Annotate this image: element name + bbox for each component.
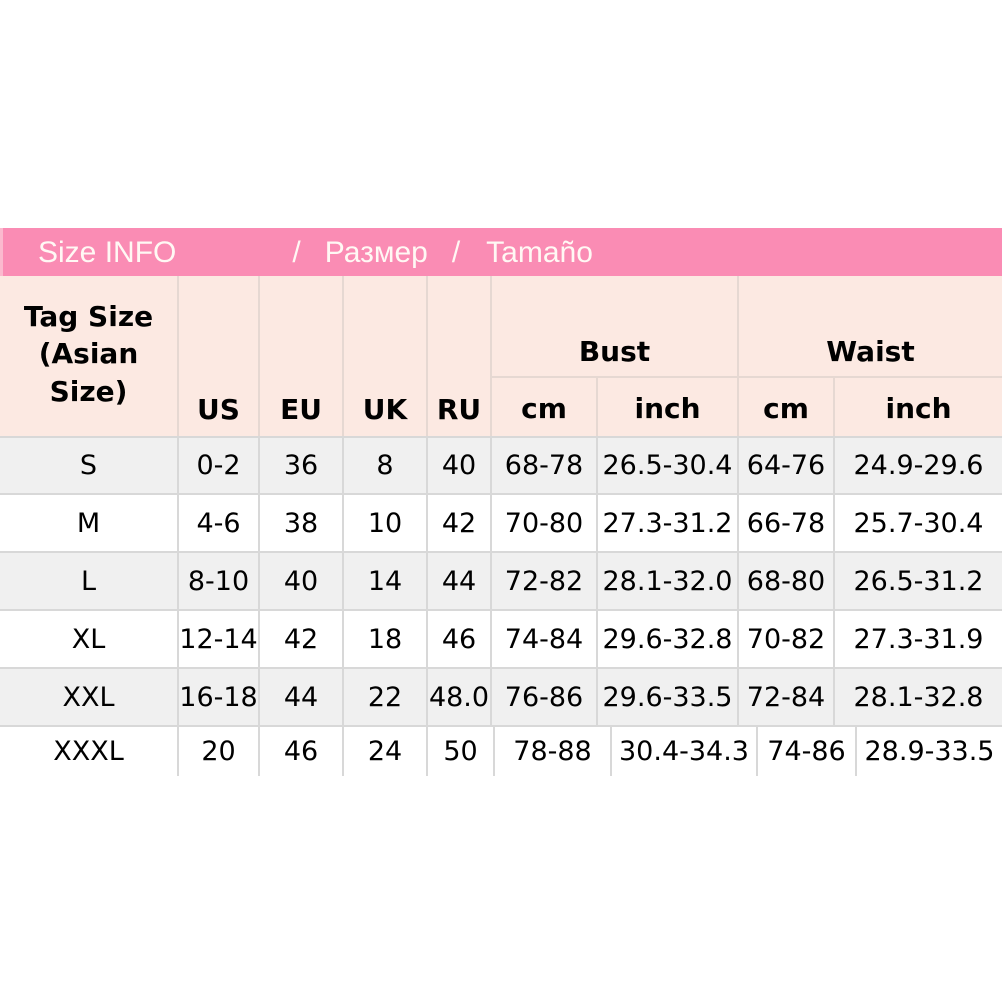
cell-bust-inch: 29.6-32.8: [596, 611, 737, 667]
cell-eu: 40: [258, 553, 342, 609]
size-info-banner: Size INFO / Размер / Tamaño: [0, 228, 1002, 276]
cell-waist-inch: 27.3-31.9: [833, 611, 1002, 667]
cell-uk: 8: [342, 438, 426, 493]
header-waist-group: Waist: [737, 276, 1002, 376]
table-row-l: L 8-10 40 14 44 72-82 28.1-32.0 68-80 26…: [0, 551, 1002, 609]
banner-title-en: Size INFO: [38, 236, 177, 269]
cell-waist-cm: 64-76: [737, 438, 833, 493]
cell-us: 20: [177, 727, 258, 776]
cell-bust-inch: 29.6-33.5: [596, 669, 737, 725]
table-row-s: S 0-2 36 8 40 68-78 26.5-30.4 64-76 24.9…: [0, 436, 1002, 493]
table-body: S 0-2 36 8 40 68-78 26.5-30.4 64-76 24.9…: [0, 436, 1002, 776]
cell-waist-inch: 28.9-33.5: [855, 727, 1002, 776]
cell-ru: 40: [426, 438, 490, 493]
cell-bust-cm: 68-78: [490, 438, 596, 493]
cell-bust-cm: 76-86: [490, 669, 596, 725]
cell-uk: 14: [342, 553, 426, 609]
header-bust-cm: cm: [490, 376, 596, 436]
cell-tag-size: M: [76, 507, 101, 539]
cell-us: 16-18: [177, 669, 258, 725]
cell-eu: 38: [258, 495, 342, 551]
cell-waist-cm: 68-80: [737, 553, 833, 609]
cell-waist-inch: 28.1-32.8: [833, 669, 1002, 725]
header-tag-size: Tag Size (Asian Size): [23, 299, 154, 408]
header-ru: RU: [426, 276, 490, 436]
cell-ru: 50: [426, 727, 493, 776]
cell-tag-size: L: [80, 565, 97, 597]
table-header: Tag Size (Asian Size) US EU UK RU Bust W…: [0, 276, 1002, 436]
cell-waist-inch: 26.5-31.2: [833, 553, 1002, 609]
cell-waist-inch: 24.9-29.6: [833, 438, 1002, 493]
banner-separator: /: [292, 236, 301, 269]
cell-eu: 36: [258, 438, 342, 493]
cell-uk: 22: [342, 669, 426, 725]
cell-bust-inch: 30.4-34.3: [610, 727, 756, 776]
cell-bust-inch: 28.1-32.0: [596, 553, 737, 609]
cell-tag-size: XXXL: [53, 736, 124, 767]
cell-waist-cm: 66-78: [737, 495, 833, 551]
cell-waist-cm: 72-84: [737, 669, 833, 725]
header-bust-inch: inch: [596, 376, 737, 436]
cell-bust-cm: 70-80: [490, 495, 596, 551]
cell-waist-inch: 25.7-30.4: [833, 495, 1002, 551]
header-uk: UK: [342, 276, 426, 436]
banner-title-ru: Размер: [324, 236, 428, 269]
header-bust-group: Bust: [490, 276, 737, 376]
cell-ru: 42: [426, 495, 490, 551]
banner-title-es: Tamaño: [486, 236, 593, 269]
cell-ru: 46: [426, 611, 490, 667]
cell-us: 0-2: [177, 438, 258, 493]
header-us: US: [177, 276, 258, 436]
header-waist-inch: inch: [833, 376, 1002, 436]
cell-eu: 46: [258, 727, 342, 776]
table-row-xxl: XXL 16-18 44 22 48.0 76-86 29.6-33.5 72-…: [0, 667, 1002, 725]
cell-tag-size: S: [79, 450, 98, 481]
header-waist-cm: cm: [737, 376, 833, 436]
cell-us: 4-6: [177, 495, 258, 551]
cell-waist-cm: 74-86: [756, 727, 855, 776]
table-row-xxxl: XXXL 20 46 24 50 78-88 30.4-34.3 74-86 2…: [0, 725, 1002, 776]
header-eu: EU: [258, 276, 342, 436]
cell-ru: 48.0: [426, 669, 490, 725]
table-row-xl: XL 12-14 42 18 46 74-84 29.6-32.8 70-82 …: [0, 609, 1002, 667]
cell-bust-inch: 26.5-30.4: [596, 438, 737, 493]
cell-bust-cm: 72-82: [490, 553, 596, 609]
cell-waist-cm: 70-82: [737, 611, 833, 667]
table-row-m: M 4-6 38 10 42 70-80 27.3-31.2 66-78 25.…: [0, 493, 1002, 551]
cell-tag-size: XXL: [62, 681, 115, 713]
cell-bust-cm: 74-84: [490, 611, 596, 667]
cell-bust-cm: 78-88: [493, 727, 610, 776]
cell-uk: 24: [342, 727, 426, 776]
cell-uk: 10: [342, 495, 426, 551]
cell-us: 8-10: [177, 553, 258, 609]
cell-tag-size: XL: [71, 623, 106, 655]
cell-eu: 44: [258, 669, 342, 725]
cell-eu: 42: [258, 611, 342, 667]
cell-us: 12-14: [177, 611, 258, 667]
cell-bust-inch: 27.3-31.2: [596, 495, 737, 551]
cell-uk: 18: [342, 611, 426, 667]
banner-separator: /: [451, 236, 461, 269]
cell-ru: 44: [426, 553, 490, 609]
